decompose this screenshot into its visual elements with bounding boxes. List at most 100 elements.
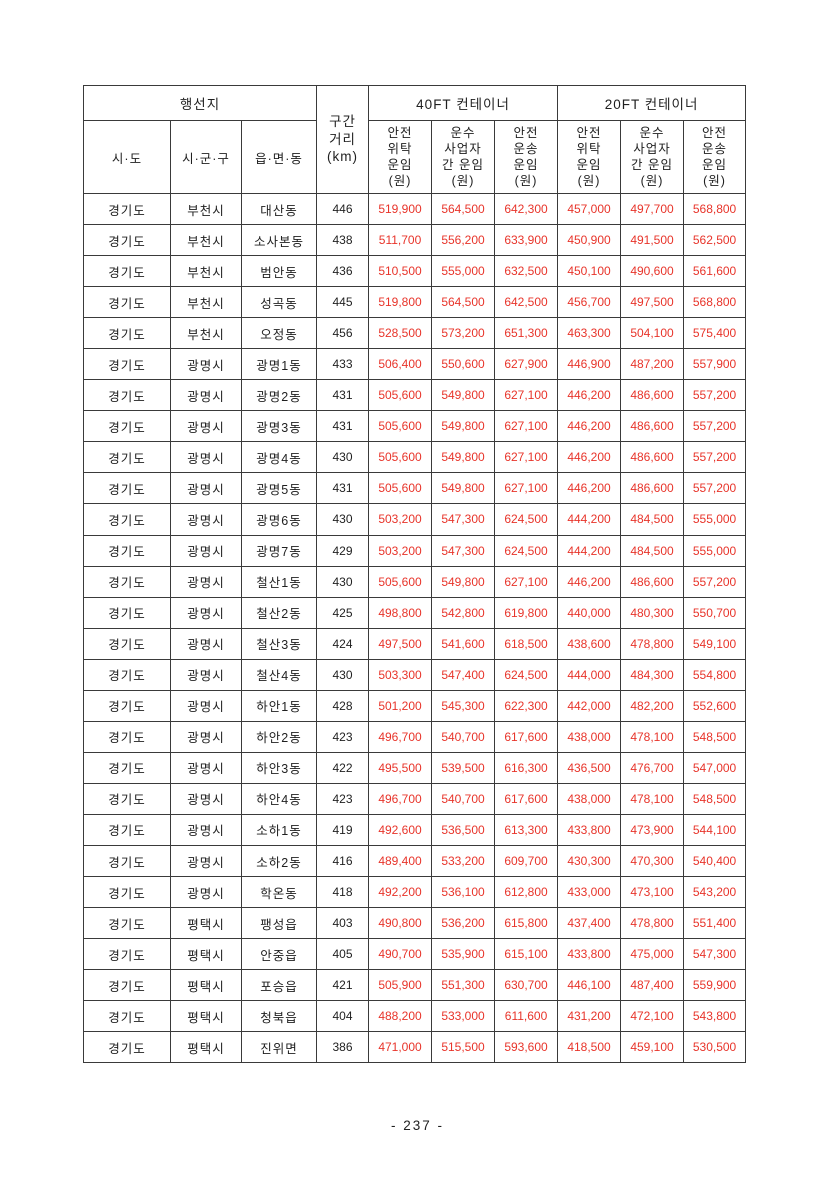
cell-fare-40ft-consign: 519,900 [368, 192, 433, 226]
cell-fare-20ft-carrier: 484,500 [620, 503, 685, 536]
cell-distance: 446 [316, 192, 370, 226]
cell-fare-40ft-transport: 622,300 [494, 689, 559, 722]
cell-fare-40ft-consign: 489,400 [368, 844, 433, 878]
header-destination: 행선지 [82, 85, 318, 121]
cell-fare-20ft-consign: 433,800 [557, 813, 622, 846]
cell-eupmyeondong: 하안4동 [240, 782, 318, 815]
cell-sigungu: 부천시 [170, 192, 242, 226]
cell-fare-20ft-consign: 436,500 [557, 751, 622, 784]
cell-fare-40ft-consign: 496,700 [368, 720, 433, 753]
cell-fare-40ft-carrier: 564,500 [431, 192, 496, 226]
cell-distance: 436 [316, 255, 370, 288]
cell-distance: 438 [316, 224, 370, 257]
cell-fare-20ft-carrier: 473,900 [620, 813, 685, 846]
cell-fare-40ft-carrier: 515,500 [431, 1031, 496, 1064]
cell-sigungu: 광명시 [170, 876, 242, 909]
cell-fare-20ft-transport: 554,800 [683, 658, 747, 691]
table-row: 경기도 부천시 소사본동 438 511,700 556,200 633,900 450,90… [83, 224, 747, 257]
cell-fare-40ft-transport: 624,500 [494, 658, 559, 691]
table-row: 경기도 광명시 광명4동 430 505,600 549,800 627,100 446,20… [83, 441, 747, 474]
table-row: 경기도 평택시 포승읍 421 505,900 551,300 630,700 446,100… [83, 969, 747, 1002]
cell-fare-20ft-consign: 440,000 [557, 596, 622, 629]
cell-fare-20ft-carrier: 486,600 [620, 379, 685, 412]
table-row: 경기도 광명시 광명1동 433 506,400 550,600 627,900 446,90… [83, 348, 747, 381]
cell-sigungu: 광명시 [170, 472, 242, 505]
cell-fare-40ft-transport: 618,500 [494, 627, 559, 660]
cell-fare-20ft-carrier: 478,800 [620, 627, 685, 660]
cell-fare-40ft-transport: 593,600 [494, 1031, 559, 1064]
cell-fare-20ft-carrier: 497,500 [620, 286, 685, 319]
cell-fare-20ft-consign: 444,200 [557, 503, 622, 536]
cell-fare-40ft-consign: 490,700 [368, 938, 433, 971]
cell-fare-40ft-carrier: 549,800 [431, 410, 496, 443]
cell-fare-40ft-carrier: 547,300 [431, 503, 496, 536]
cell-sigungu: 광명시 [170, 596, 242, 629]
cell-sido: 경기도 [83, 627, 171, 660]
cell-fare-40ft-consign: 505,600 [368, 441, 433, 474]
cell-sido: 경기도 [83, 596, 171, 629]
cell-fare-20ft-transport: 548,500 [683, 782, 747, 815]
cell-eupmyeondong: 광명3동 [240, 410, 318, 443]
table-row: 경기도 광명시 광명2동 431 505,600 549,800 627,100 446,20… [83, 379, 747, 412]
cell-distance: 456 [316, 317, 370, 350]
cell-sido: 경기도 [83, 938, 171, 971]
cell-sido: 경기도 [83, 472, 171, 505]
cell-fare-20ft-consign: 438,000 [557, 782, 622, 815]
cell-eupmyeondong: 소하1동 [240, 813, 318, 846]
cell-fare-40ft-consign: 505,600 [368, 410, 433, 443]
cell-fare-20ft-transport: 551,400 [683, 907, 747, 940]
cell-distance: 430 [316, 441, 370, 474]
cell-sigungu: 광명시 [170, 565, 242, 598]
cell-fare-20ft-transport: 550,700 [683, 596, 747, 629]
cell-fare-20ft-consign: 438,600 [557, 627, 622, 660]
header-20ft-safe-transport-fare: 안전 운송 운임 (원) [683, 120, 747, 194]
cell-sido: 경기도 [83, 503, 171, 536]
cell-fare-20ft-carrier: 482,200 [620, 689, 685, 722]
cell-sido: 경기도 [83, 255, 171, 288]
header-20ft-safe-consign-fare: 안전 위탁 운임 (원) [557, 120, 622, 194]
cell-fare-40ft-carrier: 542,800 [431, 596, 496, 629]
cell-fare-40ft-transport: 651,300 [494, 317, 559, 350]
cell-fare-20ft-consign: 446,900 [557, 348, 622, 381]
cell-fare-20ft-carrier: 484,300 [620, 658, 685, 691]
header-distance-km: 구간 거리 (km) [316, 85, 370, 194]
cell-sigungu: 광명시 [170, 689, 242, 722]
cell-fare-40ft-transport: 613,300 [494, 813, 559, 846]
cell-fare-40ft-transport: 633,900 [494, 224, 559, 257]
cell-fare-20ft-consign: 463,300 [557, 317, 622, 350]
cell-fare-20ft-carrier: 480,300 [620, 596, 685, 629]
cell-fare-40ft-carrier: 535,900 [431, 938, 496, 971]
cell-eupmyeondong: 광명4동 [240, 441, 318, 474]
cell-fare-40ft-carrier: 541,600 [431, 627, 496, 660]
table-row: 경기도 부천시 범안동 436 510,500 555,000 632,500 450,100… [83, 255, 747, 288]
cell-fare-40ft-consign: 505,600 [368, 472, 433, 505]
cell-eupmyeondong: 대산동 [240, 192, 318, 226]
cell-sigungu: 광명시 [170, 782, 242, 815]
table-row: 경기도 평택시 팽성읍 403 490,800 536,200 615,800 437,400… [83, 907, 747, 940]
cell-fare-20ft-transport: 557,200 [683, 441, 747, 474]
cell-fare-20ft-consign: 446,100 [557, 969, 622, 1002]
cell-eupmyeondong: 소하2동 [240, 844, 318, 878]
cell-fare-20ft-transport: 557,200 [683, 379, 747, 412]
cell-fare-20ft-transport: 544,100 [683, 813, 747, 846]
cell-fare-40ft-carrier: 533,200 [431, 844, 496, 878]
cell-fare-20ft-consign: 450,100 [557, 255, 622, 288]
cell-eupmyeondong: 하안1동 [240, 689, 318, 722]
cell-sigungu: 평택시 [170, 1000, 242, 1033]
cell-distance: 405 [316, 938, 370, 971]
header-sido: 시·도 [83, 120, 171, 194]
cell-fare-20ft-consign: 431,200 [557, 1000, 622, 1033]
cell-fare-40ft-carrier: 539,500 [431, 751, 496, 784]
header-20ft-container: 20FT 컨테이너 [557, 85, 747, 121]
cell-distance: 433 [316, 348, 370, 381]
cell-fare-40ft-carrier: 564,500 [431, 286, 496, 319]
cell-fare-20ft-consign: 446,200 [557, 410, 622, 443]
cell-fare-40ft-consign: 505,600 [368, 379, 433, 412]
cell-fare-40ft-carrier: 555,000 [431, 255, 496, 288]
cell-fare-40ft-transport: 616,300 [494, 751, 559, 784]
cell-sigungu: 광명시 [170, 658, 242, 691]
cell-fare-40ft-consign: 506,400 [368, 348, 433, 381]
cell-sido: 경기도 [83, 379, 171, 412]
cell-fare-20ft-carrier: 475,000 [620, 938, 685, 971]
table-row: 경기도 광명시 학온동 418 492,200 536,100 612,800 433,000… [83, 876, 747, 909]
